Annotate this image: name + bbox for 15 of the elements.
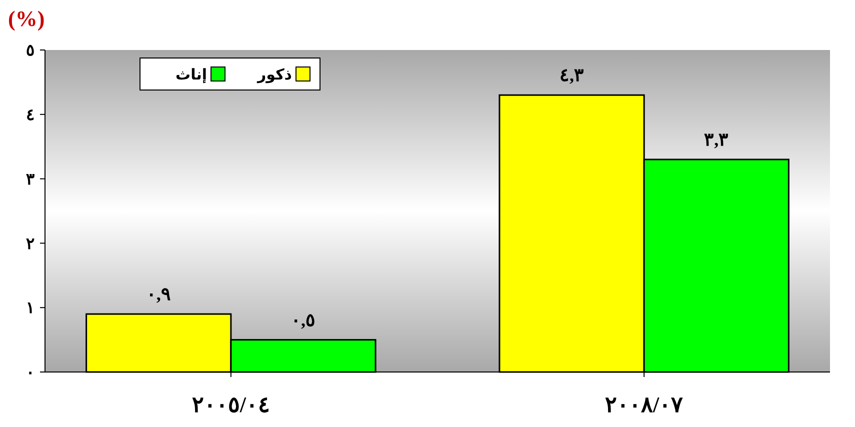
data-label: ٣,٣ [704, 129, 729, 150]
y-tick-label: ٢ [26, 236, 35, 253]
legend-label: ذكور [256, 65, 292, 84]
y-tick-label: ٤ [26, 107, 35, 124]
data-label: ٠,٩ [146, 284, 171, 304]
y-tick-label: ١ [26, 300, 35, 318]
x-tick-label: ٢٠٠٨/٠٧ [605, 392, 684, 417]
legend-label: إناث [176, 65, 207, 84]
y-axis-title: (%) [8, 6, 45, 31]
y-tick-label: ٠ [26, 364, 35, 382]
y-tick-label: ٥ [26, 42, 35, 60]
x-tick-label: ٢٠٠٥/٠٤ [192, 392, 270, 417]
data-label: ٠,٥ [290, 310, 316, 330]
data-label: ٤,٣ [560, 65, 584, 86]
y-tick-label: ٣ [26, 171, 35, 188]
